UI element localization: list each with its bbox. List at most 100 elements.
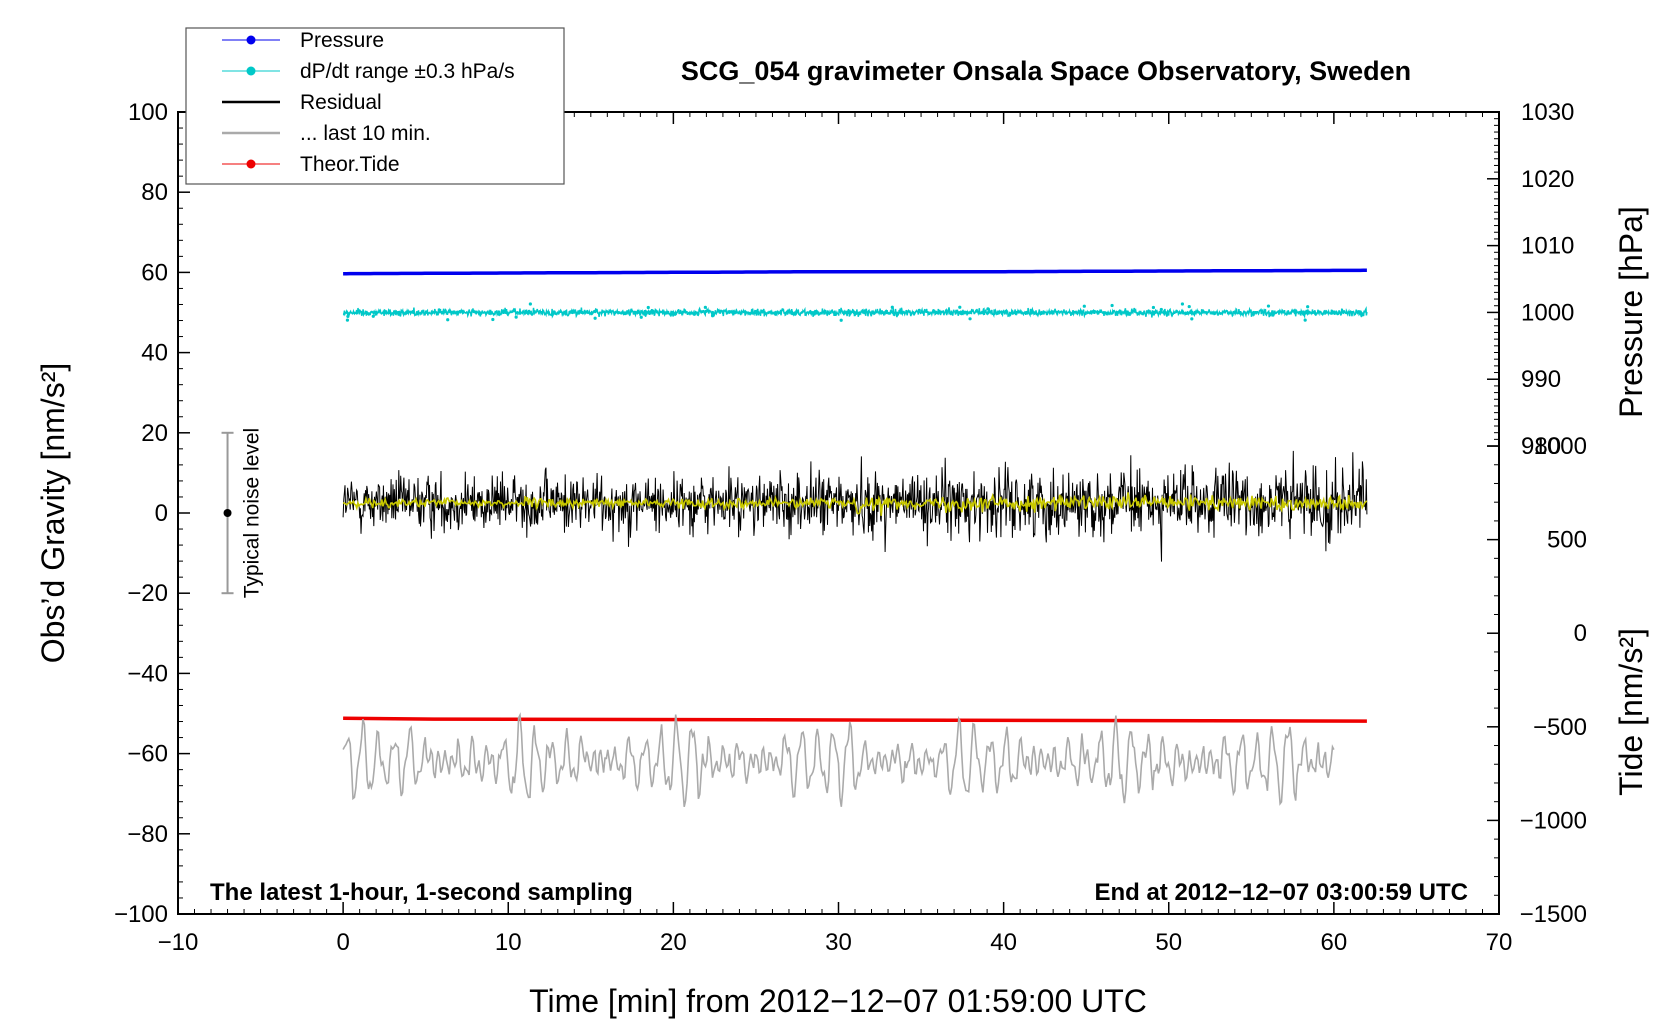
- legend-swatch-dot: [246, 66, 256, 76]
- noise-label: Typical noise level: [241, 428, 264, 598]
- x-tick-label: 0: [336, 929, 349, 956]
- dpdt-point: [1110, 303, 1114, 308]
- legend-label: ... last 10 min.: [300, 122, 431, 145]
- legend-items: Pressure dP/dt range ±0.3 hPa/s Residual..…: [222, 29, 515, 176]
- legend-box: [185, 27, 565, 185]
- y-axis-title-tide: Tide [nm/s²]: [1613, 628, 1649, 796]
- dpdt-point: [1180, 302, 1185, 306]
- dpdt-point: [397, 312, 401, 316]
- dpdt-point: [917, 308, 921, 312]
- dpdt-point: [813, 310, 817, 314]
- x-tick-label: 70: [1486, 929, 1513, 956]
- y-left-tick-label: −80: [127, 821, 168, 848]
- x-tick-label: −10: [158, 929, 199, 956]
- dpdt-point: [583, 310, 587, 314]
- dpdt-point: [792, 312, 796, 316]
- x-tick-label: 10: [495, 929, 522, 956]
- axis-tick-labels: −10 0 10 20 30 40 50 60 70−100−80−60−40−20020406…: [114, 99, 1587, 956]
- pressure-tick-label: 1010: [1521, 233, 1574, 260]
- y-left-tick-label: 80: [141, 179, 168, 206]
- y-left-tick-label: 40: [141, 340, 168, 367]
- tide-tick-label: −500: [1533, 714, 1587, 741]
- y-axis-title-pressure: Pressure [hPa]: [1613, 206, 1649, 418]
- dpdt-point: [1082, 304, 1086, 308]
- dpdt-point: [1159, 310, 1163, 314]
- dpdt-point: [968, 317, 972, 321]
- theor-tide-line: [343, 716, 1367, 723]
- legend-label: Theor.Tide: [300, 153, 400, 176]
- y-axis-title-left: Obs’d Gravity [nm/s²]: [35, 363, 71, 664]
- legend-swatch-dot: [246, 35, 256, 45]
- last-10-min-line: [342, 712, 1335, 807]
- pressure-tick-label: 980: [1521, 433, 1561, 460]
- noise-indicator: Typical noise level: [221, 428, 264, 598]
- dpdt-point: [1190, 317, 1194, 321]
- y-left-tick-label: −20: [127, 580, 168, 607]
- dpdt-point: [1293, 311, 1297, 315]
- y-left-tick-label: 0: [155, 500, 168, 527]
- dpdt-point: [446, 318, 450, 322]
- dpdt-point: [1151, 305, 1156, 310]
- dpdt-point: [1329, 311, 1334, 315]
- dpdt-point: [1266, 304, 1271, 308]
- x-axis-title: Time [min] from 2012−12−07 01:59:00 UTC: [529, 983, 1147, 1019]
- dpdt-point: [528, 302, 532, 306]
- pressure-line: [343, 268, 1367, 276]
- dpdt-point: [1159, 307, 1163, 312]
- dpdt-point: [890, 305, 894, 309]
- dpdt-point: [852, 311, 857, 315]
- pressure-tick-label: 1020: [1521, 166, 1574, 193]
- sampling-note: The latest 1-hour, 1-second sampling: [210, 879, 633, 906]
- dpdt-point: [639, 315, 643, 319]
- x-tick-label: 40: [990, 929, 1017, 956]
- dpdt-point: [491, 317, 495, 322]
- legend-swatch-dot: [246, 159, 256, 169]
- pressure-tick-label: 990: [1521, 366, 1561, 393]
- legend-label: Pressure: [300, 29, 384, 52]
- y-left-tick-label: 20: [141, 420, 168, 447]
- x-tick-label: 30: [825, 929, 852, 956]
- tide-tick-label: 500: [1547, 527, 1587, 554]
- y-left-tick-label: −60: [127, 741, 168, 768]
- x-tick-label: 60: [1321, 929, 1348, 956]
- dpdt-point: [345, 318, 350, 322]
- chart-title: SCG_054 gravimeter Onsala Space Observat…: [681, 56, 1411, 86]
- dpdt-point: [963, 310, 967, 314]
- pressure-tick-label: 1030: [1521, 99, 1574, 126]
- pressure-tick-label: 1000: [1521, 299, 1574, 326]
- noise-center-dot: [223, 509, 232, 517]
- dpdt-point: [986, 307, 990, 311]
- dpdt-point: [710, 314, 715, 318]
- dpdt-point: [1303, 318, 1307, 322]
- tide-tick-label: −1500: [1520, 901, 1587, 928]
- dpdt-point: [958, 305, 962, 309]
- x-tick-label: 50: [1155, 929, 1182, 956]
- smoothed-residual-line: [342, 492, 1368, 516]
- dpdt-point: [839, 318, 843, 322]
- tide-tick-label: 1000: [1534, 433, 1587, 460]
- dpdt-point: [371, 314, 375, 318]
- dpdt-point: [703, 305, 707, 309]
- residual-line: [342, 450, 1368, 562]
- dpdt-point: [1187, 304, 1191, 309]
- tide-tick-label: 0: [1574, 620, 1587, 647]
- dpdt-point: [646, 305, 650, 310]
- dpdt-point: [514, 315, 518, 319]
- legend-label: dP/dt range ±0.3 hPa/s: [300, 60, 515, 83]
- dpdt-point: [1306, 305, 1310, 309]
- dpdt-point: [593, 316, 597, 320]
- legend: Pressure dP/dt range ±0.3 hPa/s Residual..…: [185, 27, 565, 185]
- tide-tick-label: −1000: [1520, 807, 1587, 834]
- dpdt-point: [692, 312, 696, 316]
- series-layer: [342, 268, 1368, 807]
- y-left-tick-label: −40: [127, 660, 168, 687]
- dpdt-point: [346, 314, 350, 319]
- x-tick-label: 20: [660, 929, 687, 956]
- end-time-note: End at 2012−12−07 03:00:59 UTC: [1094, 879, 1468, 906]
- dpdt-point: [1151, 312, 1155, 316]
- y-left-tick-label: 100: [128, 99, 168, 126]
- legend-label: Residual: [300, 91, 382, 114]
- y-left-tick-label: −100: [114, 901, 168, 928]
- dpdt-point: [671, 310, 675, 315]
